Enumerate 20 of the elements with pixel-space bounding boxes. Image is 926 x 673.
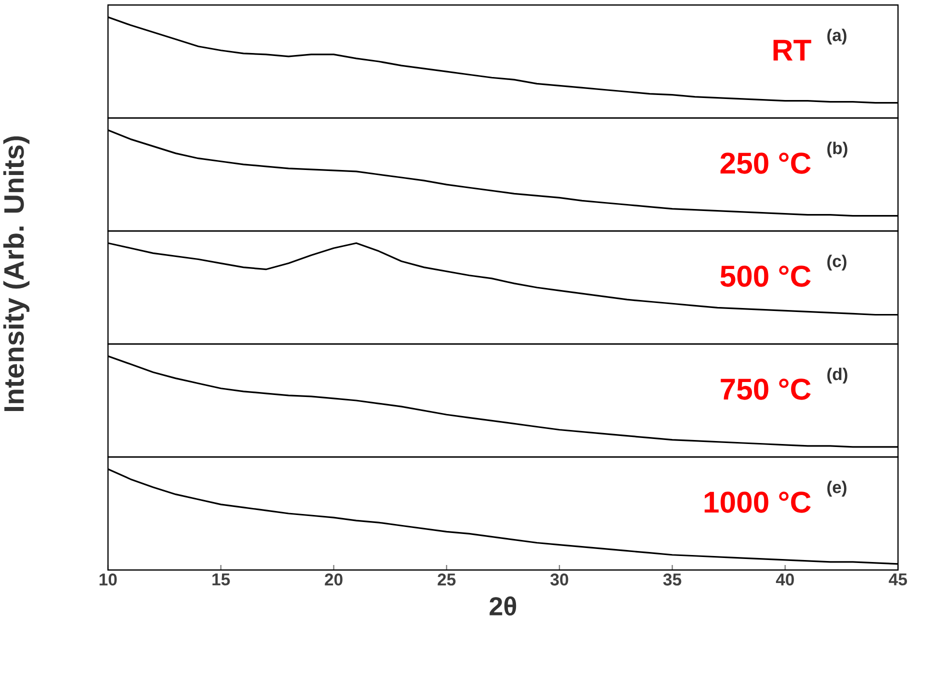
y-axis-title: Intensity (Arb. Units) [3, 136, 30, 412]
x-axis-title: 2θ [490, 596, 516, 616]
annotation: (b) [827, 142, 848, 158]
annotation: (c) [827, 254, 846, 271]
annotation: 1000 °C [704, 492, 811, 513]
annotation: 500 °C [720, 266, 811, 287]
annotation: (e) [827, 480, 846, 497]
annotation: 750 °C [720, 378, 811, 400]
x-tick-label: 20 [324, 574, 342, 586]
x-tick-label: 40 [776, 574, 794, 586]
x-tick-label: 45 [888, 574, 907, 586]
x-tick-label: 30 [550, 574, 568, 586]
x-tick-label: 15 [212, 574, 230, 586]
annotation: 250 °C [720, 152, 811, 174]
x-tick-label: 10 [100, 574, 117, 586]
x-tick-label: 35 [663, 574, 682, 586]
annotation: RT [774, 40, 812, 61]
x-tick-label: 25 [438, 574, 456, 586]
annotation: (a) [827, 28, 846, 45]
annotation: (d) [827, 368, 848, 384]
